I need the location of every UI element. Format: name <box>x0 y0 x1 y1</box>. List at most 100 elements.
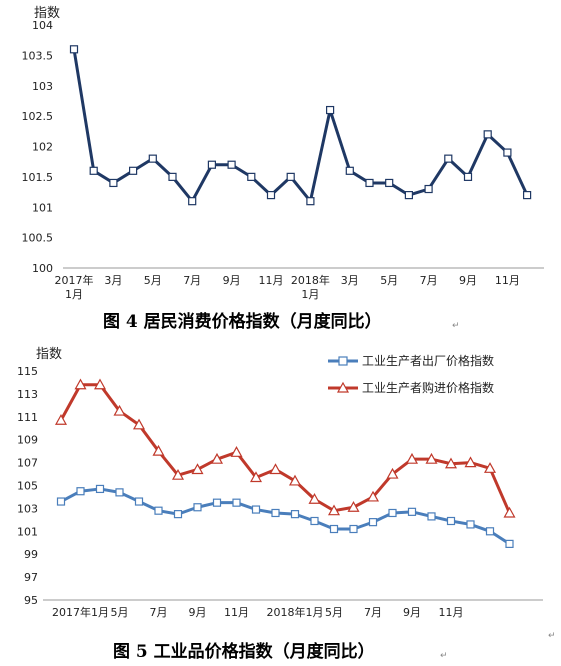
chart2-xtick-label: 5月 <box>325 606 343 619</box>
return-mark-2: ↵ <box>440 651 448 661</box>
chart1-xtick-label: 7月 <box>183 274 201 287</box>
return-mark-3: ↵ <box>548 631 556 641</box>
chart2-point-1 <box>132 418 146 430</box>
chart2-point-1 <box>113 404 126 416</box>
chart2-point-0 <box>427 512 436 521</box>
chart2-point-1 <box>425 452 438 464</box>
chart2-point-0 <box>193 503 202 512</box>
chart2-ylabel: 指数 <box>36 347 62 362</box>
chart1-point-0 <box>483 130 492 139</box>
chart2-xtick-label: 7月 <box>150 606 168 619</box>
chart2-point-0 <box>310 516 319 526</box>
chart2-point-1 <box>444 457 458 469</box>
chart2-xtick-label: 2017年1月 <box>52 605 109 619</box>
chart2-ytick-label: 103 <box>17 502 38 515</box>
chart2-xtick-label: 11月 <box>439 606 464 619</box>
chart2-point-1 <box>327 504 341 516</box>
chart1-ytick-label: 103 <box>32 80 53 93</box>
chart1-point-0 <box>266 191 276 200</box>
chart1-ytick-label: 102 <box>32 141 53 154</box>
chart2-ytick-label: 109 <box>17 434 38 447</box>
chart1-xtick-label: 7月 <box>420 274 438 287</box>
chart2-point-0 <box>251 505 261 514</box>
chart2-point-0 <box>56 497 66 506</box>
chart2-point-1 <box>191 463 204 475</box>
chart2-point-1 <box>171 468 185 480</box>
chart1-point-0 <box>385 178 394 188</box>
chart2-point-1 <box>93 378 107 390</box>
chart2-point-1 <box>386 467 399 479</box>
chart1-point-0 <box>168 172 177 181</box>
chart1-point-0 <box>463 172 473 181</box>
chart1-ytick-label: 100.5 <box>22 232 54 245</box>
chart1-point-0 <box>148 154 157 163</box>
chart2-ytick-label: 97 <box>24 571 38 584</box>
chart2-xtick-label: 2018年1月 <box>267 605 324 619</box>
chart1-point-0 <box>404 191 413 200</box>
chart1-xtick-label: 9月 <box>459 274 477 287</box>
chart1-point-0 <box>286 172 295 181</box>
legend-label-ppirm: 工业生产者购进价格指数 <box>362 380 494 395</box>
chart1-xtick-label: 3月 <box>341 274 359 287</box>
chart2-x-ticks: 2017年1月 5月 7月 9月 11月 2018年1月 5月 7月 9月 11月 <box>52 605 464 619</box>
chart1-point-0 <box>129 166 138 175</box>
chart2-ytick-label: 101 <box>17 525 38 538</box>
chart2-point-0 <box>329 524 339 534</box>
chart2-point-0 <box>349 524 358 534</box>
chart1-point-0 <box>109 178 118 188</box>
legend-marker-ppi <box>338 356 348 366</box>
chart2-series <box>54 378 516 548</box>
chart1: 指数 100 100.5 101 101.5 102 102.5 103 103.5 104 2… <box>22 6 544 332</box>
chart2-xtick-label: 5月 <box>111 606 129 619</box>
chart1-ytick-label: 101.5 <box>22 171 54 184</box>
chart1-point-0 <box>424 184 433 194</box>
chart2: 指数 95 97 99 101 103 105 107 109 111 113 115 2017年1… <box>17 347 556 662</box>
chart2-point-0 <box>95 484 105 494</box>
chart2-ytick-label: 99 <box>24 548 38 561</box>
chart1-point-0 <box>247 172 256 181</box>
chart2-point-1 <box>288 474 302 486</box>
chart2-point-1 <box>230 446 243 457</box>
chart2-point-1 <box>464 456 477 468</box>
chart1-point-0 <box>207 160 216 169</box>
chart2-point-0 <box>212 498 222 507</box>
chart2-point-1 <box>210 452 224 464</box>
chart2-point-0 <box>407 507 417 516</box>
chart2-ytick-label: 95 <box>24 594 38 607</box>
chart1-point-0 <box>227 160 236 169</box>
chart2-point-1 <box>54 413 68 425</box>
chart1-point-0 <box>365 178 374 188</box>
chart1-point-0 <box>188 197 197 206</box>
chart2-point-1 <box>308 493 321 504</box>
chart2-point-0 <box>505 539 514 548</box>
chart1-caption: 图 4 居民消费价格指数（月度同比） <box>103 311 382 332</box>
chart2-point-0 <box>154 506 163 515</box>
chart1-series-line-0 <box>72 49 529 203</box>
chart1-ytick-label: 102.5 <box>22 110 54 123</box>
chart2-ytick-label: 107 <box>17 457 38 470</box>
chart1-ytick-label: 104 <box>32 19 53 32</box>
chart1-xtick-label: 5月 <box>144 274 162 287</box>
chart2-ytick-label: 115 <box>17 365 38 378</box>
chart1-xtick-label: 11月 <box>259 274 284 287</box>
chart2-point-0 <box>76 487 85 496</box>
chart2-point-1 <box>405 452 419 464</box>
chart2-ytick-label: 113 <box>17 388 38 401</box>
chart2-point-0 <box>134 497 144 506</box>
chart2-point-0 <box>446 516 456 526</box>
chart2-point-1 <box>483 462 497 473</box>
chart1-xtick-label: 11月 <box>495 274 520 287</box>
chart1-xtick-label: 9月 <box>223 274 241 287</box>
chart2-series-line-1 <box>59 383 511 514</box>
chart1-point-0 <box>306 197 315 206</box>
chart2-point-1 <box>347 501 360 512</box>
chart1-xtick-label-line2: 1月 <box>301 288 319 301</box>
chart1-series <box>69 45 532 206</box>
chart2-xtick-label: 7月 <box>364 606 382 619</box>
chart1-xtick-label: 3月 <box>104 274 122 287</box>
chart2-point-0 <box>466 520 475 529</box>
chart2-point-0 <box>271 508 280 518</box>
chart2-legend: 工业生产者出厂价格指数 工业生产者购进价格指数 <box>328 353 494 395</box>
